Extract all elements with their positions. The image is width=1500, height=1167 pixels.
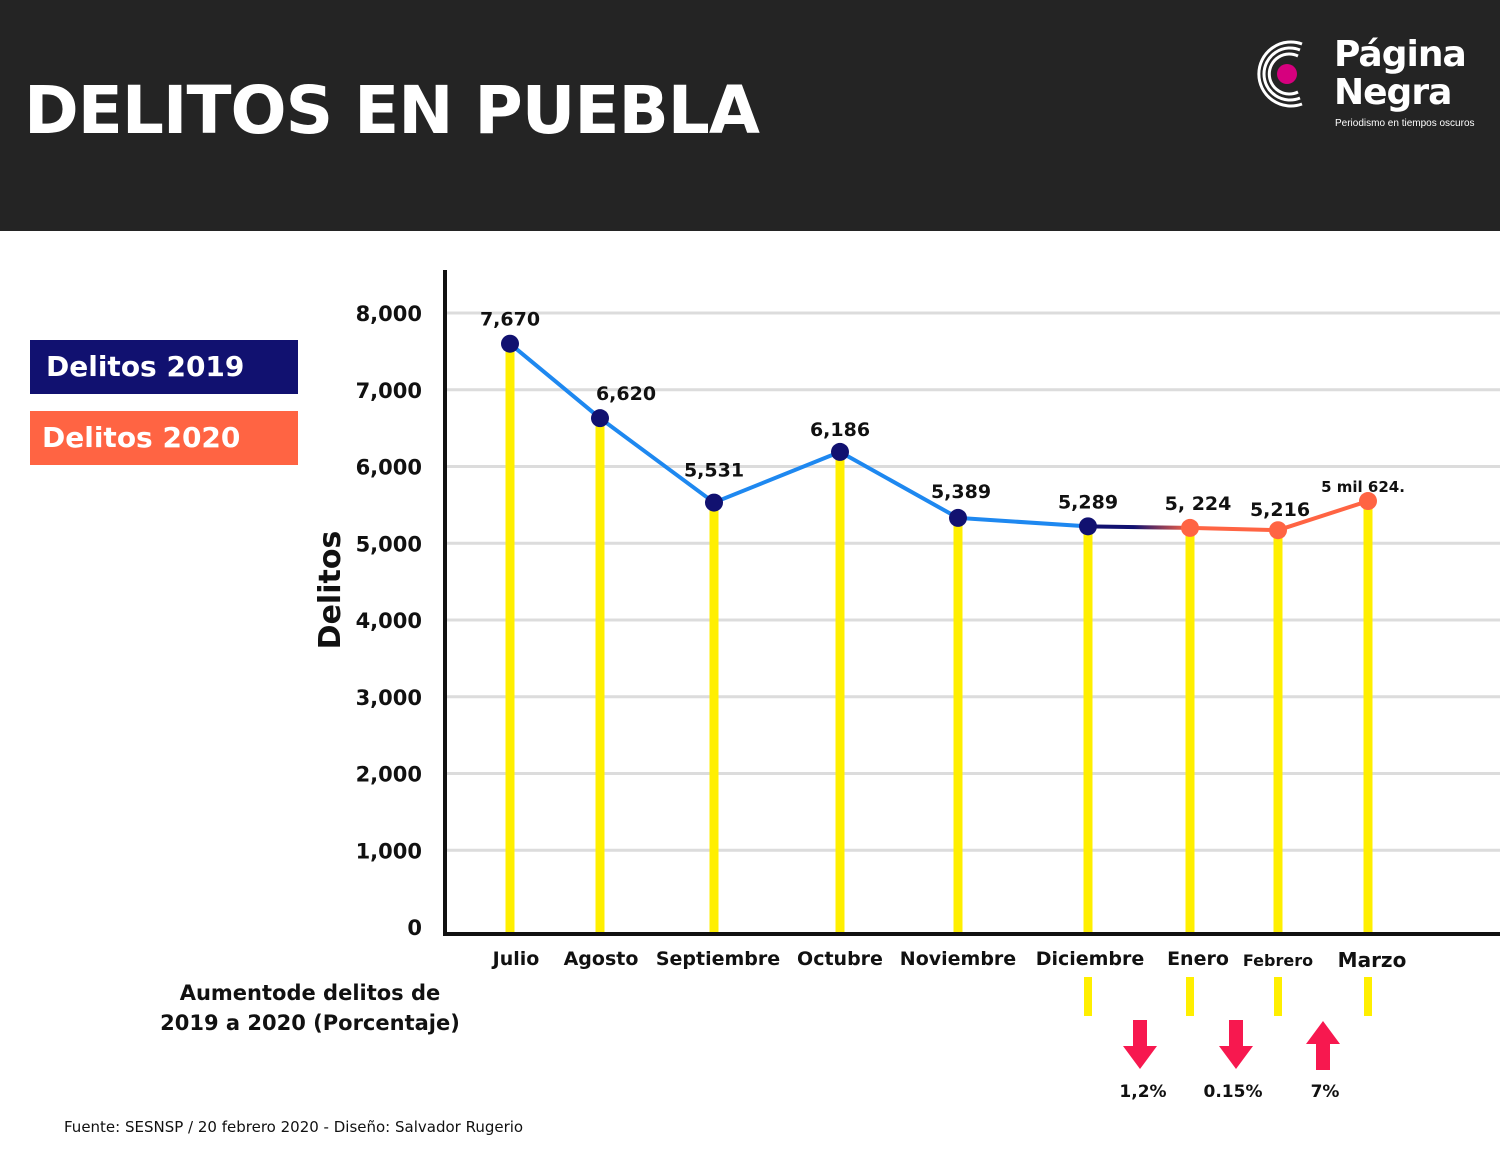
data-point	[1181, 518, 1199, 537]
x-tick-label: Noviembre	[900, 948, 1016, 970]
x-tick-label: Octubre	[797, 948, 883, 970]
legend-item-2019: Delitos 2019	[30, 340, 298, 394]
series-line-connector	[1087, 524, 1191, 530]
y-tick-label: 5,000	[356, 532, 422, 556]
data-point	[949, 508, 967, 527]
y-tick-label: 7,000	[356, 379, 422, 403]
header-banner: DELITOS EN PUEBLA Página Negra Periodism…	[0, 0, 1500, 231]
data-label: 5,216	[1250, 499, 1310, 521]
brand-name-line1: Página	[1334, 34, 1467, 75]
arrow-down-icon	[1219, 1020, 1253, 1069]
y-tick-label: 4,000	[356, 609, 422, 633]
brand-name-line2: Negra	[1334, 72, 1452, 113]
x-tick-label: Agosto	[564, 948, 639, 970]
data-label: 5,389	[931, 481, 991, 503]
data-label: 7,670	[480, 309, 540, 331]
change-label: 7%	[1311, 1082, 1340, 1102]
data-point	[705, 493, 723, 512]
data-label: 5,289	[1058, 491, 1118, 513]
changes-subtitle-line1: Aumentode delitos de	[179, 981, 441, 1005]
series-line-2019	[508, 342, 1089, 529]
brand-name: Página Negra	[1334, 34, 1467, 113]
data-point	[1079, 517, 1097, 536]
changes-subtitle-line2: 2019 a 2020 (Porcentaje)	[160, 1011, 460, 1035]
change-label: 1,2%	[1119, 1082, 1166, 1102]
data-label: 5, 224	[1165, 493, 1232, 515]
source-note: Fuente: SESNSP / 20 febrero 2020 - Diseñ…	[64, 1118, 524, 1136]
y-tick-label: 6,000	[356, 456, 422, 480]
data-label: 5,531	[684, 460, 744, 482]
data-label: 6,620	[596, 383, 656, 405]
x-tick-label: Enero	[1167, 948, 1229, 970]
legend-item-2020: Delitos 2020	[30, 411, 298, 465]
brand-tagline: Periodismo en tiempos oscuros	[1335, 118, 1475, 129]
data-label: 6,186	[810, 419, 870, 441]
y-tick-label: 8,000	[356, 302, 422, 326]
y-tick-label: 0	[407, 916, 422, 940]
arrow-up-icon	[1306, 1021, 1340, 1070]
y-axis-label: Delitos	[313, 531, 348, 650]
x-tick-label: Febrero	[1243, 951, 1313, 970]
data-point	[831, 442, 849, 461]
data-point	[1359, 492, 1377, 511]
x-tick-label: Julio	[491, 948, 540, 970]
data-point	[591, 409, 609, 428]
data-point	[501, 334, 519, 353]
y-tick-label: 1,000	[356, 839, 422, 863]
x-tick-label: Diciembre	[1036, 948, 1145, 970]
data-point	[1269, 521, 1287, 540]
data-label: 5 mil 624.	[1321, 478, 1405, 496]
page-title: DELITOS EN PUEBLA	[24, 72, 760, 149]
x-tick-label: Marzo	[1338, 948, 1407, 972]
arrow-down-icon	[1123, 1020, 1157, 1069]
changes-subtitle: Aumentode delitos de 2019 a 2020 (Porcen…	[130, 978, 490, 1038]
change-label: 0.15%	[1204, 1082, 1263, 1102]
x-tick-label: Septiembre	[656, 948, 780, 970]
line-chart: 0 1,000 2,000 3,000 4,000 5,000 6,000 7,000 8,00…	[313, 270, 1500, 1102]
pagina-negra-logo-icon	[1257, 40, 1303, 108]
y-tick-label: 2,000	[356, 763, 422, 787]
y-tick-label: 3,000	[356, 686, 422, 710]
